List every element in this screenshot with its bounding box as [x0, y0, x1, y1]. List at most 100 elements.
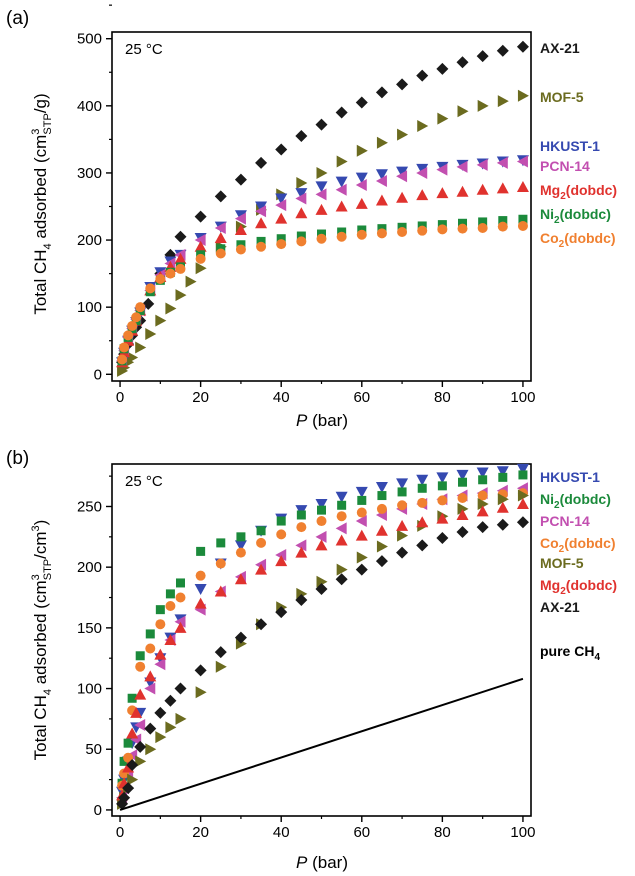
panel-a-point-hkust-1 — [335, 176, 348, 188]
panel-a-point-ax-21 — [275, 143, 288, 156]
panel-a-point-co2-dobdc — [316, 233, 327, 244]
panel-a-x-axis-title: P (bar) — [296, 411, 348, 430]
panel-b-point-mof-5 — [457, 502, 469, 515]
panel-b-point-mg2-dobdc — [355, 529, 368, 541]
panel-b-point-ni2-dobdc — [155, 605, 165, 615]
panel-b-point-ax-21 — [194, 664, 207, 677]
panel-b-point-hkust-1 — [194, 584, 207, 596]
panel-a-point-co2-dobdc — [336, 231, 347, 242]
panel-b-point-mof-5 — [165, 721, 177, 734]
panel-a-point-co2-dobdc — [477, 222, 488, 233]
panel-a-x-tick-label: 80 — [434, 389, 451, 406]
panel-b-point-pcn-14 — [315, 530, 327, 543]
panel-b-x-tick-label: 20 — [192, 824, 209, 841]
panel-b-point-mof-5 — [155, 731, 167, 744]
panel-a-point-mg2-dobdc — [174, 252, 187, 264]
panel-b-point-ax-21 — [144, 722, 157, 735]
panel-a-point-pcn-14 — [496, 156, 508, 169]
panel-b-x-tick-label: 60 — [353, 824, 370, 841]
panel-b-point-mof-5 — [336, 563, 348, 576]
panel-b: (b) 25 °C P (bar) Total CH4 adsorbed (cm… — [6, 448, 617, 872]
panel-b-x-axis-title-variable: P — [296, 853, 308, 872]
panel-a-y-tick-label: 0 — [94, 366, 102, 383]
panel-a-point-mof-5 — [376, 136, 388, 149]
panel-b-point-mg2-dobdc — [315, 539, 328, 551]
panel-b-point-mg2-dobdc — [456, 508, 469, 520]
panel-a-legend-mg2dobdc: Mg2(dobdc) — [540, 182, 617, 202]
panel-b-point-mof-5 — [497, 493, 509, 506]
panel-a-point-mg2-dobdc — [516, 181, 529, 193]
panel-a-point-pcn-14 — [335, 183, 347, 196]
panel-a-point-mof-5 — [517, 89, 529, 102]
panel-b-point-mof-5 — [175, 712, 187, 725]
panel-a-point-pcn-14 — [295, 192, 307, 205]
panel-b-point-ni2-dobdc — [518, 470, 528, 480]
panel-a-point-hkust-1 — [416, 163, 429, 175]
panel-a-point-ax-21 — [142, 297, 155, 310]
panel-b-point-mg2-dobdc — [134, 688, 147, 700]
panel-a-x-axis-title-variable: P — [296, 411, 308, 430]
panel-a-point-mg2-dobdc — [335, 200, 348, 212]
panel-b-y-tick-label: 150 — [77, 620, 102, 637]
panel-b-y-tick-label: 250 — [77, 498, 102, 515]
panel-a-point-co2-dobdc — [119, 342, 130, 353]
panel-b-point-ni2-dobdc — [256, 526, 266, 536]
panel-a-point-co2-dobdc — [135, 302, 146, 313]
panel-b-point-ni2-dobdc — [175, 578, 185, 588]
panel-b-point-pcn-14 — [154, 658, 166, 671]
panel-a-point-hkust-1 — [255, 201, 268, 213]
panel-a-point-co2-dobdc — [276, 239, 287, 250]
panel-b-point-ni2-dobdc — [296, 510, 306, 520]
panel-a-point-mof-5 — [457, 105, 469, 118]
panel-b-point-ax-21 — [496, 518, 509, 531]
panel-a-point-ax-21 — [335, 106, 348, 119]
panel-a-y-tick-label: 100 — [77, 299, 102, 316]
panel-b-point-hkust-1 — [416, 474, 429, 486]
panel-a-point-mg2-dobdc — [194, 240, 207, 252]
panel-b-point-ax-21 — [154, 706, 167, 719]
panel-a-point-ax-21 — [315, 118, 328, 131]
panel-a-point-mg2-dobdc — [436, 187, 449, 199]
panel-a-point-co2-dobdc — [417, 225, 428, 236]
panel-a-point-hkust-1 — [355, 172, 368, 184]
panel-b-point-hkust-1 — [355, 486, 368, 498]
panel-b-point-mof-5 — [195, 686, 207, 699]
panel-b-point-ni2-dobdc — [216, 538, 226, 548]
panel-b-point-mg2-dobdc — [436, 512, 449, 524]
panel-b-legend-ax21: AX-21 — [540, 599, 580, 615]
panel-a-point-co2-dobdc — [175, 263, 186, 274]
panel-b-temperature-label: 25 °C — [125, 473, 163, 490]
panel-b-point-ax-21 — [122, 782, 135, 795]
panel-b-point-ax-21 — [355, 563, 368, 576]
panel-b-point-ax-21 — [234, 631, 247, 644]
panel-b-point-hkust-1 — [335, 491, 348, 503]
panel-a-point-mof-5 — [185, 275, 197, 288]
panel-a-point-mof-5 — [296, 177, 308, 190]
panel-a-point-pcn-14 — [375, 174, 387, 187]
panel-b-point-mof-5 — [356, 551, 368, 564]
panel-a-point-mg2-dobdc — [416, 189, 429, 201]
panel-a-point-ni2-dobdc — [458, 218, 468, 228]
panel-a-point-pcn-14 — [355, 179, 367, 192]
panel-a-point-pcn-14 — [416, 166, 428, 179]
panel-a-point-ni2-dobdc — [518, 214, 528, 224]
panel-a-legend-pcn14: PCN-14 — [540, 158, 590, 174]
panel-b-point-mof-5 — [376, 540, 388, 553]
panel-b-point-ni2-dobdc — [165, 589, 175, 599]
panel-a-point-co2-dobdc — [127, 320, 138, 331]
panel-b-point-pcn-14 — [134, 718, 146, 731]
panel-b-point-co2-dobdc — [376, 503, 387, 514]
panel-a-point-ax-21 — [214, 190, 227, 203]
panel-b-point-mg2-dobdc — [234, 573, 247, 585]
panel-b-point-hkust-1 — [496, 466, 509, 478]
panel-a-point-co2-dobdc — [397, 227, 408, 238]
panel-b-point-mg2-dobdc — [416, 516, 429, 528]
panel-b-point-ax-21 — [164, 694, 177, 707]
panel-b-point-ni2-dobdc — [337, 500, 347, 510]
panel-b-point-ni2-dobdc — [236, 532, 246, 542]
panel-a-point-pcn-14 — [436, 163, 448, 176]
panel-b-x-tick-label: 100 — [510, 824, 535, 841]
panel-a-series-ax-21 — [116, 40, 529, 369]
panel-a-point-mof-5 — [127, 351, 139, 364]
